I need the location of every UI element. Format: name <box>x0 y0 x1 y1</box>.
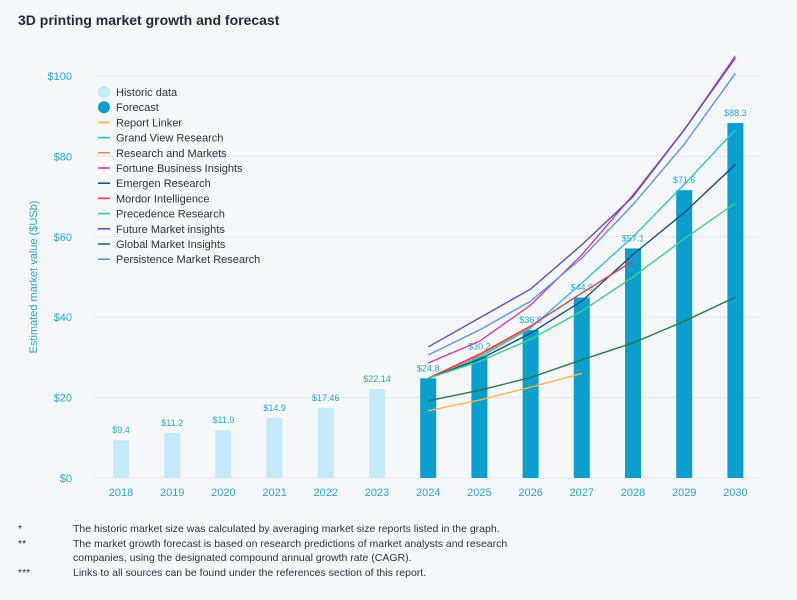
series-line-persistence-market-research <box>427 72 736 356</box>
footnote-text: Links to all sources can be found under … <box>73 566 427 579</box>
x-tick-label: 2025 <box>467 487 491 499</box>
series-line-grand-view-research <box>427 129 736 379</box>
x-tick-label: 2027 <box>570 487 594 499</box>
series-line-report-linker <box>428 372 582 412</box>
legend-label: Research and Markets <box>116 148 227 160</box>
bar-historic-data <box>317 407 334 478</box>
data-label: $36.8 <box>519 315 542 325</box>
bar-forecast <box>625 248 641 478</box>
x-tick-label: 2022 <box>314 487 338 499</box>
x-tick-label: 2026 <box>518 487 542 499</box>
bar-forecast <box>471 356 488 478</box>
legend-label: Fortune Business Insights <box>116 163 243 175</box>
data-label: $11.2 <box>161 418 183 428</box>
series-line-mordor-intelligence <box>427 260 634 379</box>
y-tick-label: $60 <box>54 232 72 244</box>
data-label: $44.9 <box>571 283 594 293</box>
bar-historic-data <box>164 432 181 478</box>
data-label: $14.9 <box>263 403 286 413</box>
bar-historic-data <box>113 440 129 478</box>
footnote-text: The market growth forecast is based on r… <box>73 537 508 565</box>
bar-historic-data <box>369 388 385 478</box>
data-label: $22.14 <box>363 374 391 384</box>
chart-title: 3D printing market growth and forecast <box>18 12 280 28</box>
data-label: $71.6 <box>673 175 696 185</box>
footnote-marker: ** <box>18 537 27 550</box>
footnote: ** The market growth forecast is based on… <box>18 537 543 566</box>
x-tick-label: 2021 <box>262 487 286 499</box>
bar-forecast <box>420 378 437 478</box>
legend-label: Forecast <box>116 102 159 114</box>
series-line-future-market-insights <box>427 57 736 348</box>
bar-forecast <box>522 330 539 478</box>
y-tick-label: $20 <box>54 393 72 405</box>
legend-swatch <box>98 101 110 114</box>
bar-forecast <box>727 123 744 478</box>
footnotes: * The historic market size was calculated… <box>18 522 543 580</box>
y-axis-label: Estimated market value ($USb) <box>28 201 40 354</box>
bar-historic-data <box>266 418 283 478</box>
x-tick-label: 2019 <box>160 487 184 499</box>
data-label: $17.46 <box>312 393 340 403</box>
data-label: $57.1 <box>622 233 645 243</box>
legend-label: Report Linker <box>116 117 182 129</box>
x-tick-label: 2018 <box>109 487 133 499</box>
chart-svg: $0 $20 $40 $60 $80 $100 Estimated market value… <box>28 55 760 499</box>
legend-label: Mordor Intelligence <box>116 193 210 205</box>
footnote-marker: *** <box>18 566 31 579</box>
x-tick-label: 2028 <box>621 487 645 499</box>
footnote-marker: * <box>18 523 23 535</box>
x-tick-label: 2029 <box>672 487 696 499</box>
series-line-emergen-research <box>427 163 736 379</box>
y-tick-label: $100 <box>48 71 72 83</box>
legend-label: Future Market insights <box>116 224 225 236</box>
y-tick-label: $0 <box>60 473 72 485</box>
series-line-global-market-insights <box>428 296 736 402</box>
footnote: * The historic market size was calculated… <box>18 522 543 537</box>
x-tick-label: 2030 <box>723 487 747 499</box>
bar-historic-data <box>215 430 232 478</box>
data-label: $24.8 <box>417 363 440 373</box>
x-tick-label: 2020 <box>211 487 235 499</box>
data-label: $9.4 <box>112 425 130 435</box>
legend-label: Global Market Insights <box>116 239 226 251</box>
legend-label: Emergen Research <box>116 178 211 190</box>
footnote: *** Links to all sources can be found und… <box>18 566 543 581</box>
legend-label: Persistence Market Research <box>116 254 260 266</box>
legend-label: Precedence Research <box>116 209 225 221</box>
footnote-text: The historic market size was calculated … <box>73 523 500 535</box>
series-line-precedence-research <box>427 202 736 379</box>
legend-label: Historic data <box>116 87 178 99</box>
legend-swatch <box>98 86 110 98</box>
bar-forecast <box>676 190 693 478</box>
y-tick-label: $80 <box>54 151 72 163</box>
x-tick-label: 2023 <box>365 487 389 499</box>
y-tick-label: $40 <box>54 312 72 324</box>
data-label: $11.9 <box>212 415 234 425</box>
x-tick-label: 2024 <box>416 487 440 499</box>
data-label: $30.2 <box>468 342 491 352</box>
legend-label: Grand View Research <box>116 133 223 145</box>
data-label: $88.3 <box>724 108 747 118</box>
bar-forecast <box>573 297 590 478</box>
